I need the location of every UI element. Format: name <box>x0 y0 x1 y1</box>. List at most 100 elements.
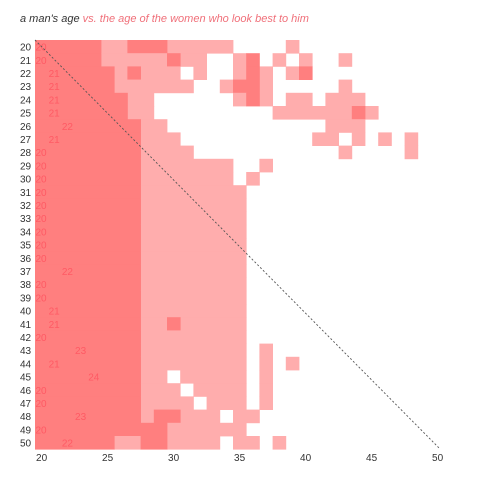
y-tick-45: 45 <box>20 373 32 384</box>
light-cell-48-28 <box>140 409 155 424</box>
light-cell-27-41 <box>312 132 339 146</box>
light-cell-41-28 <box>140 317 168 331</box>
y-tick-25: 25 <box>20 109 32 120</box>
light-cell-37-28 <box>140 264 247 278</box>
dark-cell-50-20 <box>35 436 115 450</box>
y-tick-40: 40 <box>20 307 32 318</box>
y-tick-35: 35 <box>20 241 32 252</box>
dark-cell-38-20 <box>35 277 141 292</box>
dark-cell-39-20 <box>35 290 141 305</box>
best-age-label-49: 20 <box>35 425 47 436</box>
dark-cell-24-36 <box>246 92 260 107</box>
x-tick-30: 30 <box>168 453 180 464</box>
dark-cell-25-20 <box>35 106 128 120</box>
light-cell-43-37 <box>259 343 273 358</box>
y-tick-22: 22 <box>20 69 32 80</box>
light-cell-42-28 <box>140 330 247 344</box>
light-cell-28-48 <box>404 145 419 160</box>
best-age-label-33: 20 <box>35 214 47 225</box>
best-age-label-40: 21 <box>49 307 61 318</box>
dark-cell-41-30 <box>167 317 181 331</box>
best-age-label-23: 21 <box>49 82 61 93</box>
light-cell-48-31 <box>180 409 221 424</box>
dark-cell-44-20 <box>35 356 141 371</box>
y-tick-41: 41 <box>20 320 32 331</box>
light-cell-47-37 <box>259 396 273 410</box>
light-cell-40-28 <box>140 304 247 318</box>
x-tick-45: 45 <box>366 453 378 464</box>
y-tick-47: 47 <box>20 399 32 410</box>
light-cell-49-30 <box>167 422 247 437</box>
best-age-label-38: 20 <box>35 280 47 291</box>
best-age-label-48: 23 <box>75 412 87 423</box>
dark-cell-22-40 <box>299 66 313 80</box>
dark-cell-20-27 <box>127 40 168 54</box>
y-tick-38: 38 <box>20 280 32 291</box>
y-tick-30: 30 <box>20 175 32 186</box>
dark-cell-34-20 <box>35 224 141 239</box>
x-tick-25: 25 <box>102 453 114 464</box>
y-tick-34: 34 <box>20 227 32 238</box>
light-cell-48-35 <box>233 409 260 424</box>
light-cell-38-28 <box>140 277 247 292</box>
light-cell-26-42 <box>325 119 366 133</box>
dark-cell-28-20 <box>35 145 141 160</box>
cell-age-labels: 2020212121212221202020202020202020222020… <box>35 43 99 450</box>
light-cell-33-28 <box>140 211 247 226</box>
best-age-label-44: 21 <box>49 359 61 370</box>
best-age-label-37: 22 <box>62 267 74 278</box>
dark-cell-50-28 <box>140 436 168 450</box>
light-cell-24-42 <box>325 92 366 107</box>
y-tick-36: 36 <box>20 254 32 265</box>
light-cell-28-43 <box>338 145 353 160</box>
y-tick-44: 44 <box>20 359 32 370</box>
best-age-label-30: 20 <box>35 175 47 186</box>
best-age-label-34: 20 <box>35 227 47 238</box>
x-tick-50: 50 <box>432 453 444 464</box>
x-tick-20: 20 <box>36 453 48 464</box>
best-age-label-32: 20 <box>35 201 47 212</box>
dark-cell-48-20 <box>35 409 141 424</box>
best-age-label-39: 20 <box>35 293 47 304</box>
light-cell-22-35 <box>233 66 247 80</box>
dark-cell-32-20 <box>35 198 141 212</box>
y-tick-33: 33 <box>20 214 32 225</box>
dark-cell-23-35 <box>233 79 260 94</box>
y-tick-42: 42 <box>20 333 32 344</box>
light-cell-36-28 <box>140 251 247 265</box>
dark-cell-31-20 <box>35 185 141 199</box>
light-cell-24-27 <box>127 92 155 107</box>
dark-cell-22-20 <box>35 66 115 80</box>
light-cell-21-35 <box>233 53 247 67</box>
dark-cell-42-20 <box>35 330 141 344</box>
light-cell-27-44 <box>351 132 366 146</box>
dark-cell-43-20 <box>35 343 141 358</box>
light-cell-21-38 <box>272 53 287 67</box>
light-cell-50-35 <box>233 436 260 450</box>
dark-cell-40-20 <box>35 304 141 318</box>
light-cell-43-28 <box>140 343 247 358</box>
light-cell-22-26 <box>114 66 128 80</box>
best-age-label-47: 20 <box>35 399 47 410</box>
light-cell-45-28 <box>140 370 168 384</box>
light-cell-46-32 <box>193 383 247 397</box>
light-cell-21-43 <box>338 53 353 67</box>
dark-cell-26-20 <box>35 119 141 133</box>
light-cell-30-36 <box>246 172 260 186</box>
dark-cell-46-20 <box>35 383 141 397</box>
y-tick-24: 24 <box>20 95 32 106</box>
light-cell-26-28 <box>140 119 168 133</box>
y-tick-39: 39 <box>20 293 32 304</box>
y-tick-32: 32 <box>20 201 32 212</box>
light-cell-31-28 <box>140 185 247 199</box>
best-age-label-42: 20 <box>35 333 47 344</box>
dark-cell-37-20 <box>35 264 141 278</box>
dark-cell-48-29 <box>153 409 181 424</box>
best-age-label-25: 21 <box>49 109 61 120</box>
light-cell-20-39 <box>285 40 300 54</box>
light-cell-27-46 <box>378 132 392 146</box>
y-tick-29: 29 <box>20 161 32 172</box>
light-cell-23-34 <box>219 79 234 94</box>
light-cell-20-30 <box>167 40 234 54</box>
light-cell-22-32 <box>193 66 207 80</box>
